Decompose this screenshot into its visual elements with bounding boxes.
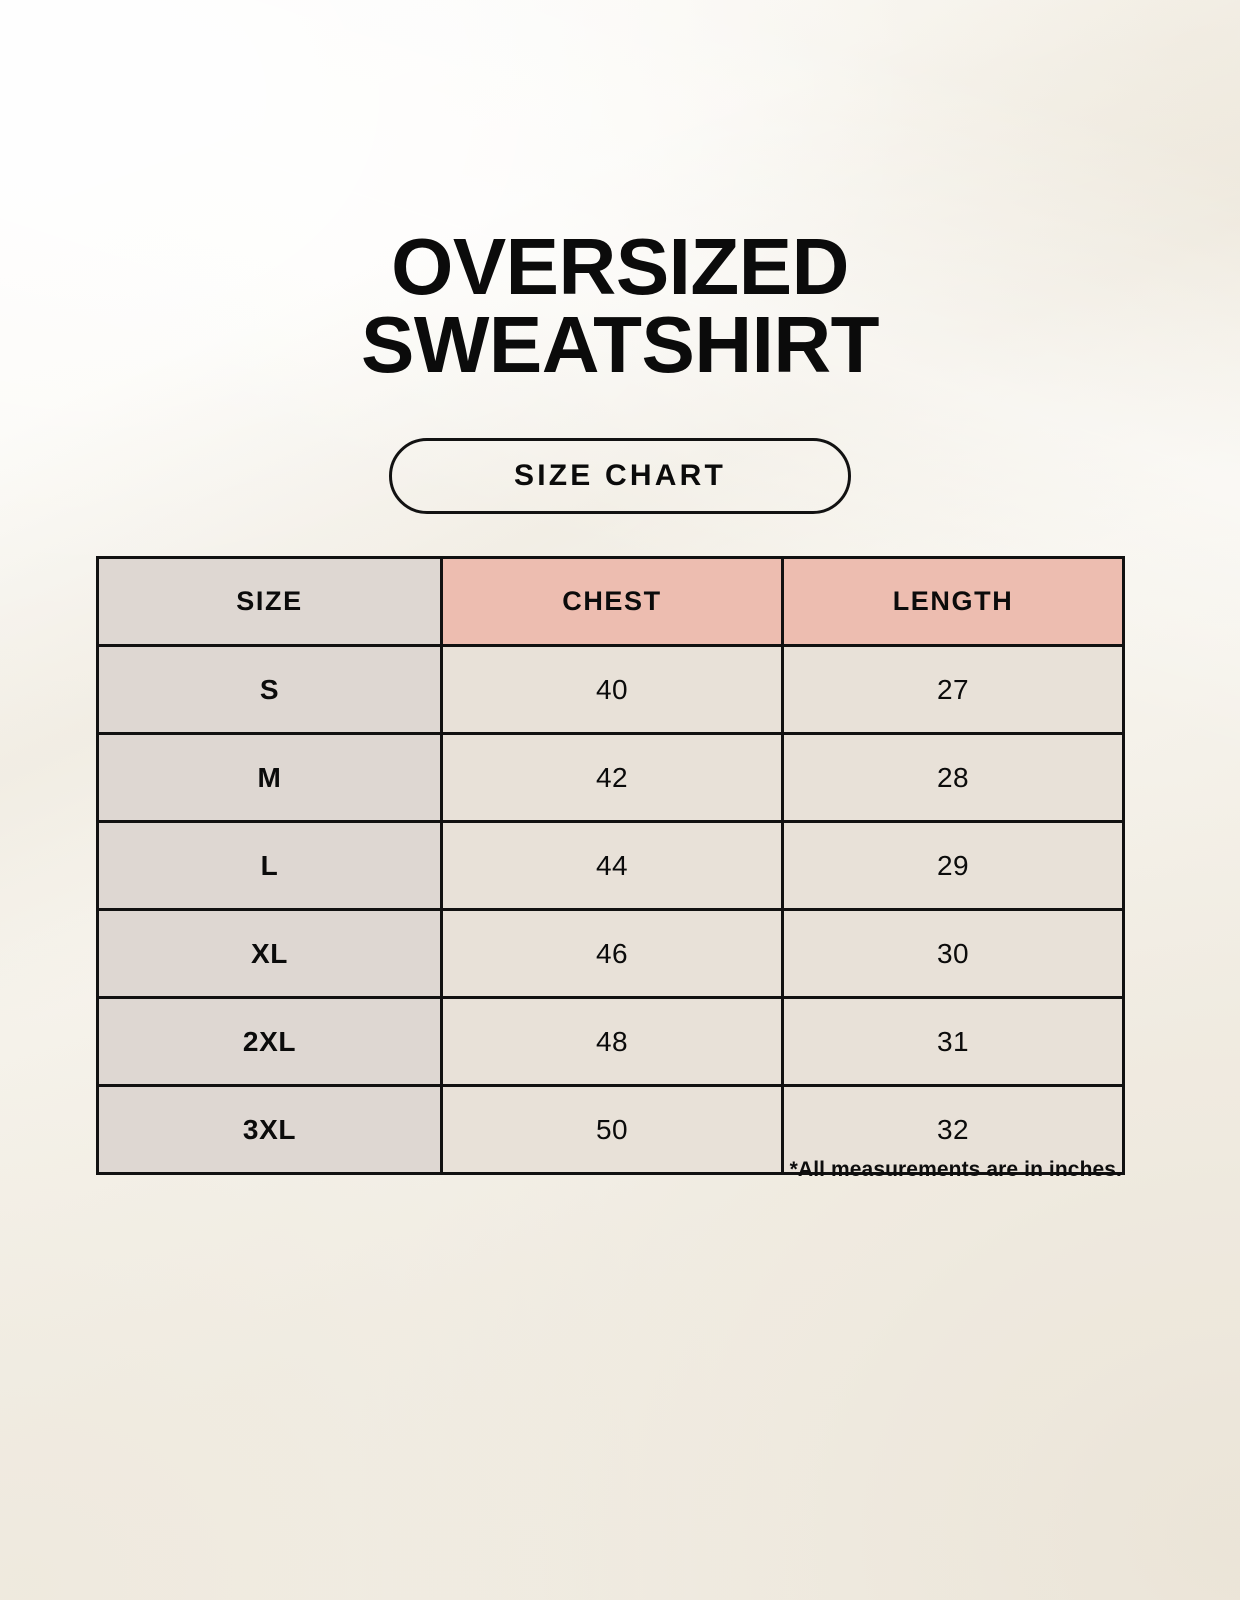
- column-header-size: SIZE: [96, 556, 443, 647]
- size-table: SIZE CHEST LENGTH S 40 27 M 42 28 L: [96, 556, 1125, 1175]
- cell-chest: 44: [440, 820, 784, 911]
- cell-size: 2XL: [96, 996, 443, 1087]
- cell-length: 30: [781, 908, 1125, 999]
- table-row: M 42 28: [96, 732, 1125, 823]
- cell-length: 31: [781, 996, 1125, 1087]
- cell-length: 28: [781, 732, 1125, 823]
- table-row: S 40 27: [96, 644, 1125, 735]
- measurement-footnote: *All measurements are in inches.: [789, 1158, 1122, 1181]
- cell-length: 29: [781, 820, 1125, 911]
- cell-chest: 48: [440, 996, 784, 1087]
- cell-length: 27: [781, 644, 1125, 735]
- cell-chest: 46: [440, 908, 784, 999]
- size-table-head: SIZE CHEST LENGTH: [96, 556, 1125, 647]
- size-table-body: S 40 27 M 42 28 L 44 29 XL 46 30: [96, 644, 1125, 1175]
- page-title-line-1: OVERSIZED: [391, 222, 849, 311]
- table-row: 2XL 48 31: [96, 996, 1125, 1087]
- table-header-row: SIZE CHEST LENGTH: [96, 556, 1125, 647]
- size-chart-badge-container: SIZE CHART: [0, 438, 1240, 514]
- table-row: XL 46 30: [96, 908, 1125, 999]
- page-title-line-2: SWEATSHIRT: [361, 299, 879, 389]
- column-header-length: LENGTH: [781, 556, 1125, 647]
- cell-chest: 42: [440, 732, 784, 823]
- cell-size: XL: [96, 908, 443, 999]
- cell-size: L: [96, 820, 443, 911]
- page-title: OVERSIZED SWEATSHIRT: [0, 222, 1240, 389]
- cell-chest: 40: [440, 644, 784, 735]
- cell-size: S: [96, 644, 443, 735]
- table-row: L 44 29: [96, 820, 1125, 911]
- cell-size: M: [96, 732, 443, 823]
- size-chart-badge: SIZE CHART: [389, 438, 851, 514]
- column-header-chest: CHEST: [440, 556, 784, 647]
- size-table-container: SIZE CHEST LENGTH S 40 27 M 42 28 L: [96, 556, 1125, 1175]
